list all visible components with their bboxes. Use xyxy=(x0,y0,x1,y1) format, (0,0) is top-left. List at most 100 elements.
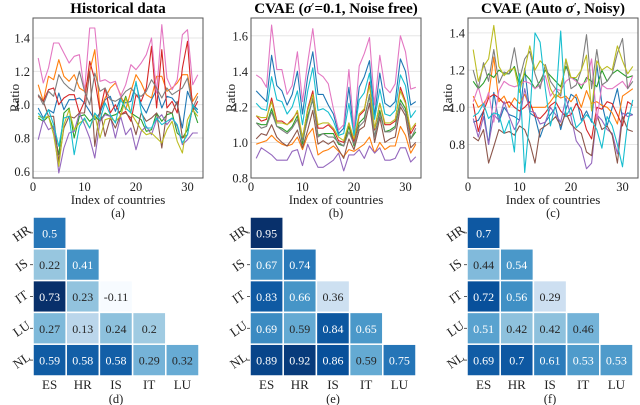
cell-value-label: 0.36 xyxy=(323,290,344,304)
heatmap-cell xyxy=(282,311,318,345)
x-tick-label: 30 xyxy=(181,180,194,194)
heatmap-cell xyxy=(131,343,167,377)
col-label: ES xyxy=(42,377,57,392)
chart-title: CVAE (Auto σ′, Noisy) xyxy=(481,1,625,17)
y-axis-label: Ratio xyxy=(7,84,22,112)
cell-value-label: 0.72 xyxy=(473,290,494,304)
col-label: ES xyxy=(259,377,274,392)
series-line-s3 xyxy=(256,95,417,147)
chart-title: CVAE (σ′=0.1, Noise free) xyxy=(254,1,417,17)
series-line-s1 xyxy=(37,82,199,129)
cell-value-label: 0.69 xyxy=(256,322,277,336)
col-label: IT xyxy=(143,377,155,392)
cell-value-label: 0.23 xyxy=(72,290,93,304)
cell-value-label: 0.46 xyxy=(573,322,594,336)
heatmap-d: 0.5 0.22 0.41 0.73 0.23 -0.11 0.27 0.13 0.24 0.2 0… xyxy=(10,216,200,405)
series-line-s10 xyxy=(472,30,634,173)
heatmap-cell xyxy=(32,279,67,314)
cell-value-label: 0.59 xyxy=(289,322,310,336)
plot-frame xyxy=(250,17,422,179)
cell-value-label: 0.27 xyxy=(39,322,60,336)
x-tick-label: 10 xyxy=(513,180,526,194)
heatmap-cell xyxy=(98,343,134,377)
heatmap-cell xyxy=(131,311,167,345)
col-label: IT xyxy=(577,377,589,392)
row-label: LU xyxy=(227,317,250,340)
col-label: LU xyxy=(174,377,192,392)
heatmap-cell xyxy=(315,343,351,377)
panel-caption: (b) xyxy=(329,206,344,220)
col-label: IT xyxy=(360,377,372,392)
cell-value-label: 0.61 xyxy=(540,354,561,368)
chart-title: Historical data xyxy=(70,1,166,17)
series-line-s7 xyxy=(37,24,199,97)
heatmap-cell xyxy=(466,248,501,282)
heatmap-cell xyxy=(466,279,501,314)
heatmap-e: 0.95 0.67 0.74 0.83 0.66 0.36 0.69 0.59 0.84 0.65… xyxy=(227,216,417,405)
y-tick-label: 1.0 xyxy=(14,98,30,112)
row-label: IT xyxy=(446,287,465,306)
heatmap-cell xyxy=(532,311,568,345)
col-label: IS xyxy=(327,377,339,392)
cell-value-label: 0.42 xyxy=(506,322,527,336)
heatmap-cell xyxy=(65,279,101,314)
row-label: NL xyxy=(227,349,250,371)
heatmap-f: 0.7 0.44 0.54 0.72 0.56 0.29 0.51 0.42 0.42 0.46 0… xyxy=(444,216,634,405)
series-line-s8 xyxy=(255,93,417,147)
heatmap-cell xyxy=(499,311,535,345)
cell-value-label: 0.86 xyxy=(323,354,344,368)
cell-value-label: 0.22 xyxy=(39,258,60,272)
x-axis-label: Index of countries xyxy=(71,192,166,207)
cell-value-label: 0.29 xyxy=(139,354,160,368)
line-chart-b: 0.8 1.0 1.2 1.4 1.6 0 10 20 30 Index of countries… xyxy=(223,1,422,220)
cell-value-label: 0.56 xyxy=(506,290,527,304)
cell-value-label: 0.29 xyxy=(540,290,561,304)
y-tick-label: 1.2 xyxy=(232,100,248,114)
x-tick-label: 10 xyxy=(296,180,309,194)
y-tick-label: 1.4 xyxy=(449,26,465,40)
cell-value-label: 0.75 xyxy=(389,354,410,368)
cell-value-label: 0.7 xyxy=(509,354,524,368)
line-chart-a: 0.6 0.8 1.0 1.2 1.4 0 10 20 30 Index of countries… xyxy=(7,1,204,220)
cell-value-label: 0.59 xyxy=(39,354,60,368)
series-line-s8 xyxy=(472,34,634,97)
title-part: ′ xyxy=(312,2,315,13)
title-part: , Noisy) xyxy=(577,1,625,17)
cell-value-label: 0.44 xyxy=(473,258,494,272)
cell-value-label: 0.59 xyxy=(356,354,377,368)
col-label: IS xyxy=(544,377,556,392)
heatmap-cell xyxy=(565,311,601,345)
x-axis-label: Index of countries xyxy=(289,192,384,207)
x-tick-label: 20 xyxy=(130,180,143,194)
y-tick-label: 1.0 xyxy=(232,136,248,150)
y-axis-label: Ratio xyxy=(223,84,238,112)
cell-value-label: 0.89 xyxy=(256,354,277,368)
series-line-s8 xyxy=(37,70,199,109)
x-tick-label: 0 xyxy=(248,180,254,194)
row-label: LU xyxy=(10,317,33,340)
cell-value-label: 0.53 xyxy=(606,354,627,368)
series-line-s1 xyxy=(255,51,417,136)
title-part: ′ xyxy=(574,2,577,13)
cell-value-label: 0.58 xyxy=(72,354,93,368)
cell-value-label: 0.69 xyxy=(473,354,494,368)
cell-value-label: 0.7 xyxy=(476,226,491,240)
row-label: HR xyxy=(444,222,468,245)
cell-value-label: 0.42 xyxy=(540,322,561,336)
plot-frame xyxy=(467,17,639,179)
panel-caption: (e) xyxy=(326,392,340,405)
col-label: HR xyxy=(74,377,92,392)
heatmap-cell xyxy=(565,343,601,377)
cell-value-label: 0.92 xyxy=(289,354,310,368)
heatmap-cell xyxy=(599,343,634,377)
cell-value-label: 0.58 xyxy=(106,354,127,368)
heatmap-cell xyxy=(499,343,535,377)
cell-value-label: 0.13 xyxy=(72,322,93,336)
y-axis-label: Ratio xyxy=(440,84,455,112)
col-label: IS xyxy=(110,377,122,392)
row-label: HR xyxy=(10,222,34,245)
title-part: =0.1, Noise free) xyxy=(314,1,417,17)
series-line-s4 xyxy=(255,81,417,143)
series-line-s5 xyxy=(255,143,417,172)
cell-value-label: 0.84 xyxy=(323,322,344,336)
